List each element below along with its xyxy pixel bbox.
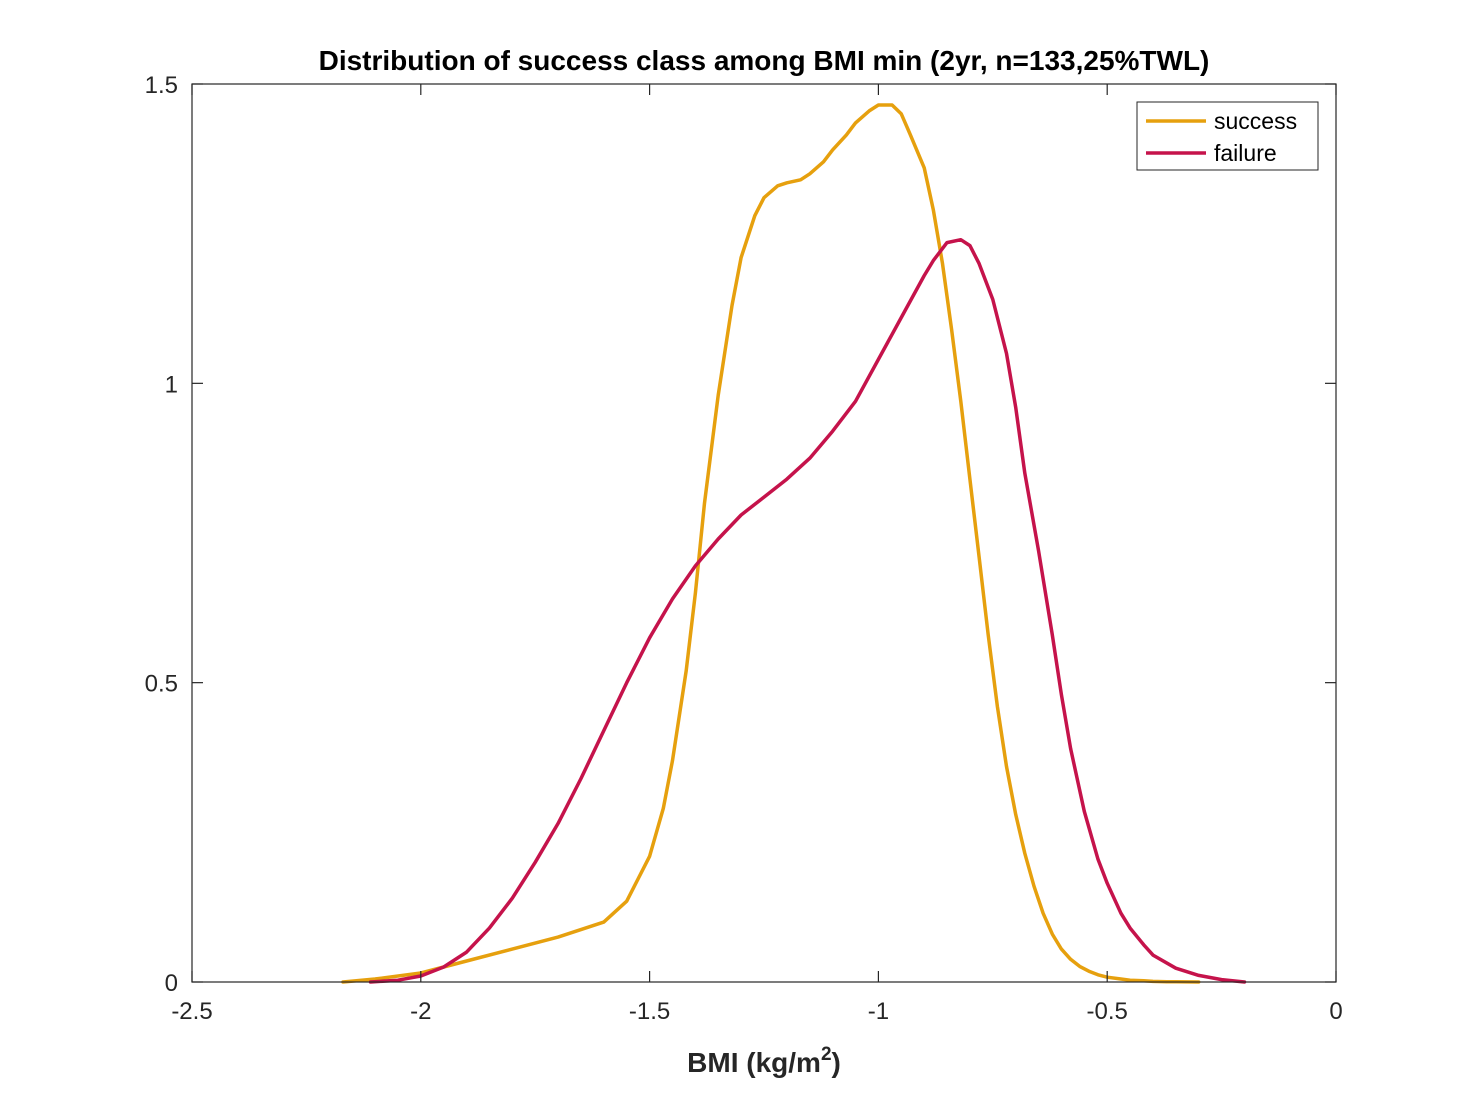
x-axis-label-base: BMI (kg/m (687, 1047, 821, 1078)
plot-area (192, 84, 1336, 982)
x-tick-label: -1 (868, 998, 889, 1025)
series-line-failure (368, 237, 1247, 984)
ticks-layer: -2.5 -2 -1.5 -1 -0.5 0 0 0.5 1 1.5 (145, 72, 1343, 1025)
x-axis-label-close: ) (832, 1047, 841, 1078)
x-axis-label-superscript: 2 (821, 1044, 832, 1065)
x-axis-label: BMI (kg/m2) (687, 1044, 841, 1078)
x-tick-label: -0.5 (1087, 998, 1128, 1025)
series-line-success (341, 103, 1201, 984)
chart-title: Distribution of success class among BMI … (319, 45, 1210, 76)
legend-label-failure: failure (1214, 140, 1277, 166)
axes-box (191, 83, 1337, 983)
y-tick-label: 0.5 (145, 671, 178, 698)
y-tick-label: 1 (165, 371, 178, 398)
x-tick-label: -1.5 (629, 998, 670, 1025)
x-tick-label: -2.5 (171, 998, 212, 1025)
x-tick-label: -2 (410, 998, 431, 1025)
legend: success failure (1136, 101, 1319, 171)
x-tick-label: 0 (1329, 998, 1342, 1025)
legend-label-success: success (1214, 108, 1297, 134)
legend-box (1136, 101, 1319, 171)
y-tick-label: 0 (165, 970, 178, 997)
series-layer (341, 103, 1247, 984)
y-tick-label: 1.5 (145, 72, 178, 99)
